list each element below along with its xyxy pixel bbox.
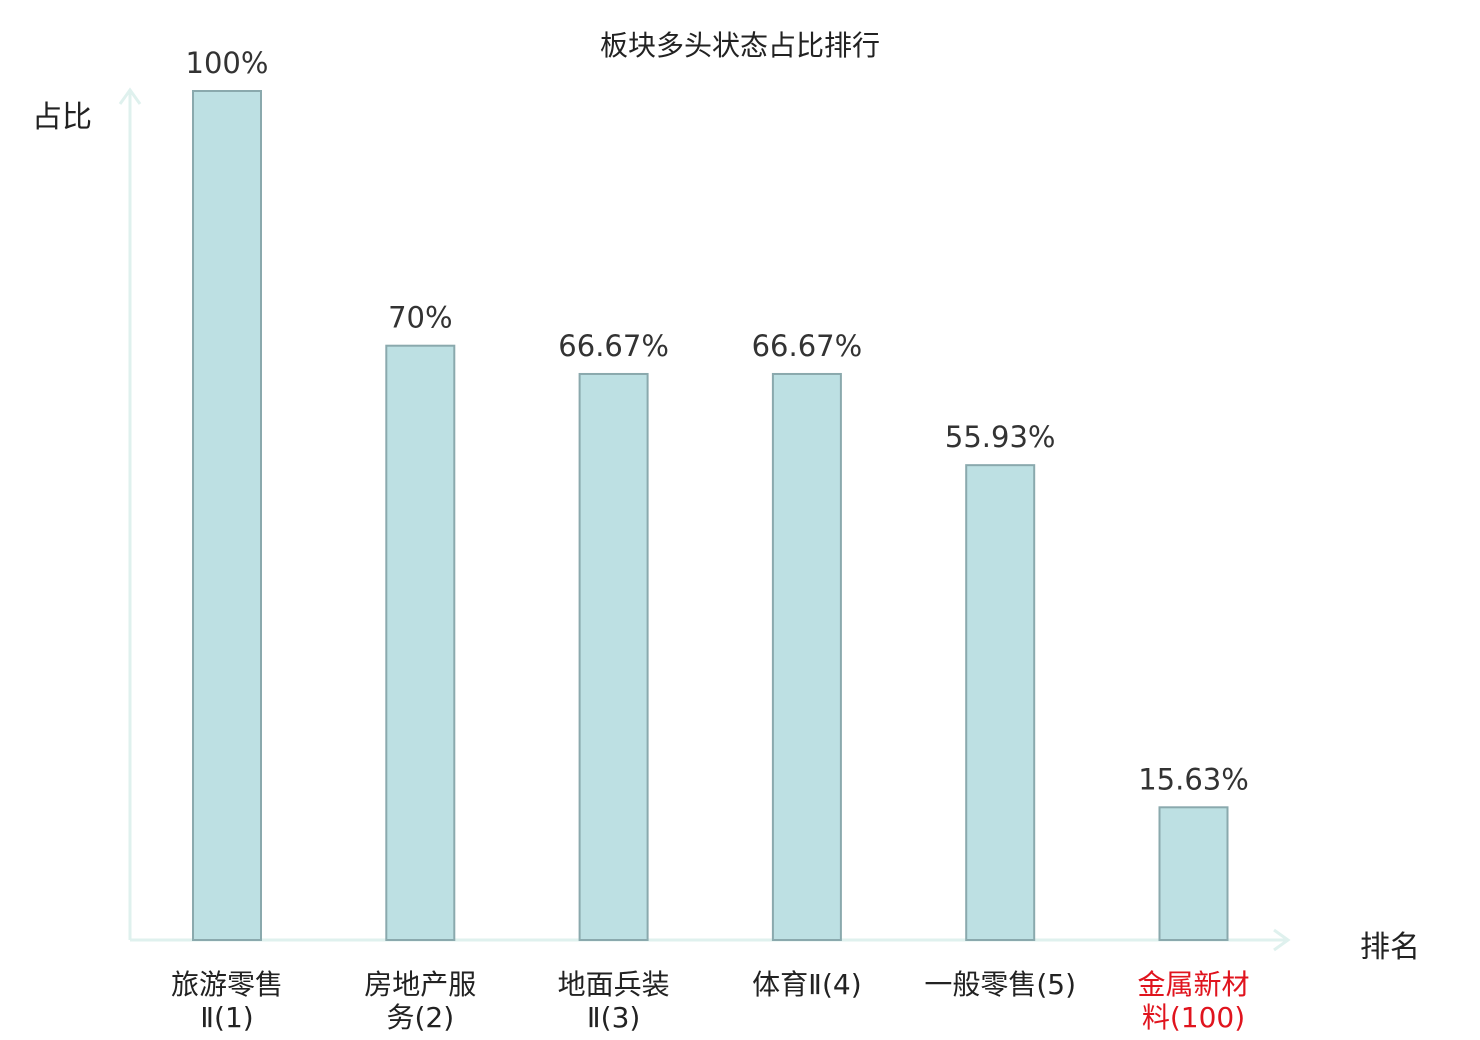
- y-axis-label: 占比: [32, 100, 92, 135]
- y-axis-arrow: [118, 87, 142, 105]
- bar: [771, 372, 842, 942]
- x-axis-label: 排名: [1360, 930, 1420, 965]
- x-tick-label: 房地产服: [364, 968, 476, 1001]
- bar: [192, 90, 262, 941]
- x-tick-label: 料(100): [1142, 1001, 1245, 1034]
- x-tick-label: 一般零售(5): [924, 968, 1076, 1001]
- x-tick-label: 旅游零售: [171, 968, 283, 1001]
- x-tick-label: 地面兵装: [558, 968, 670, 1001]
- value-label: 55.93%: [945, 420, 1056, 454]
- x-tick-label: Ⅱ(1): [200, 1001, 253, 1034]
- bar: [965, 464, 1036, 941]
- x-tick-label: Ⅱ(3): [587, 1001, 640, 1034]
- x-tick-label: 体育Ⅱ(4): [752, 968, 861, 1001]
- bar: [578, 372, 649, 942]
- x-tick-label: 务(2): [386, 1001, 454, 1034]
- value-label: 66.67%: [558, 329, 669, 363]
- bar: [385, 344, 456, 941]
- x-tick-label: 金属新材: [1137, 968, 1249, 1001]
- value-label: 100%: [186, 46, 269, 80]
- value-label: 66.67%: [752, 329, 863, 363]
- chart-title: 板块多头状态占比排行: [599, 29, 880, 62]
- bar: [1158, 806, 1229, 941]
- value-label: 15.63%: [1138, 762, 1249, 796]
- x-axis-arrow: [1273, 928, 1291, 952]
- value-label: 70%: [388, 301, 452, 335]
